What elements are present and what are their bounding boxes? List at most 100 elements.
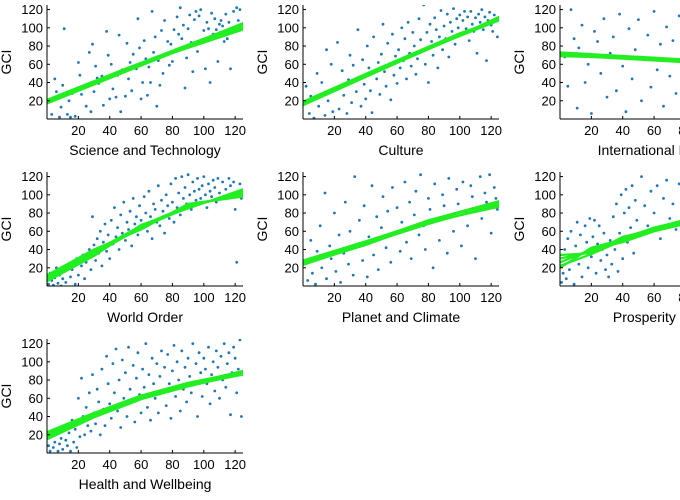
x-tick-label: 80 [165,290,179,305]
data-point [238,8,242,12]
data-point [122,200,126,204]
data-point [218,191,221,195]
x-tick-label: 20 [71,123,85,138]
data-point [180,175,184,179]
data-point [64,281,68,284]
data-point [627,206,631,210]
data-point [66,113,69,116]
data-point [561,271,565,275]
data-point [50,113,54,116]
data-point [127,228,130,231]
data-point [563,248,567,251]
data-point [106,233,110,237]
data-point [436,66,440,70]
data-point [158,83,162,87]
data-point [138,204,141,208]
y-tick-label: 20 [29,427,43,442]
scatter-panel-2: 20 40 60 80 100 120 20 40 60 80 100 120 Culture GCI [254,2,502,158]
data-point [492,186,496,189]
data-point [602,231,606,235]
y-tick-label: 40 [29,409,43,424]
data-point [117,33,121,37]
data-point [425,31,429,34]
fit-line [303,205,499,266]
x-tick-label: 100 [193,457,215,472]
data-point [210,373,214,376]
data-point [491,30,495,33]
x-axis-label: Science and Technology [69,142,221,158]
data-point [73,114,77,118]
data-point [611,215,615,219]
data-point [236,19,240,22]
data-point [172,28,176,31]
x-tick-label: 20 [327,123,341,138]
fit-line [47,371,243,437]
data-point [229,413,232,417]
data-point [599,259,603,262]
data-point [139,97,143,101]
data-point [466,224,469,228]
data-point [350,101,353,104]
data-point [48,449,52,453]
y-tick-label: 60 [542,224,556,239]
data-point [665,178,668,182]
data-point [167,63,171,67]
data-point [125,220,129,224]
data-point [593,218,596,222]
data-point [61,277,65,281]
data-point [47,282,50,286]
data-point [208,402,212,406]
y-axis-label: GCI [0,50,14,75]
data-point [163,365,167,369]
data-point [113,206,116,210]
data-point [361,259,364,262]
data-point [106,382,110,386]
data-point [91,42,94,46]
data-point [122,396,126,400]
x-tick-label: 60 [134,123,148,138]
data-point [224,12,228,16]
data-point [150,237,154,241]
data-point [161,209,165,213]
y-tick-label: 60 [542,57,556,72]
data-point [100,367,104,371]
data-point [111,87,115,91]
data-point [124,94,127,98]
data-point [438,35,441,39]
data-point [391,186,394,189]
data-point [478,175,482,179]
data-point [155,362,159,365]
x-axis-label: Health and Wellbeing [79,476,212,492]
data-point [59,437,63,440]
data-point [323,114,327,117]
data-point [463,10,466,13]
data-point [139,411,143,415]
data-point [152,382,156,386]
data-point [55,90,58,93]
data-point [56,281,60,285]
x-tick-label: 60 [647,123,661,138]
data-point [142,385,146,389]
data-point [469,184,473,188]
data-point [114,347,118,351]
data-point [384,84,388,88]
data-point [470,195,474,199]
data-point [632,251,636,255]
data-point [78,435,82,438]
data-point [146,406,149,409]
data-point [174,177,178,180]
data-point [586,266,590,270]
data-point [128,387,132,391]
y-tick-label: 80 [542,39,556,54]
data-point [200,395,204,398]
y-tick-label: 80 [29,206,43,221]
data-point [574,244,578,248]
data-point [204,193,207,197]
data-point [166,204,170,208]
data-point [351,63,355,67]
data-point [61,448,65,451]
data-point [149,418,152,422]
data-point [480,217,484,220]
x-tick-label: 80 [421,290,435,305]
